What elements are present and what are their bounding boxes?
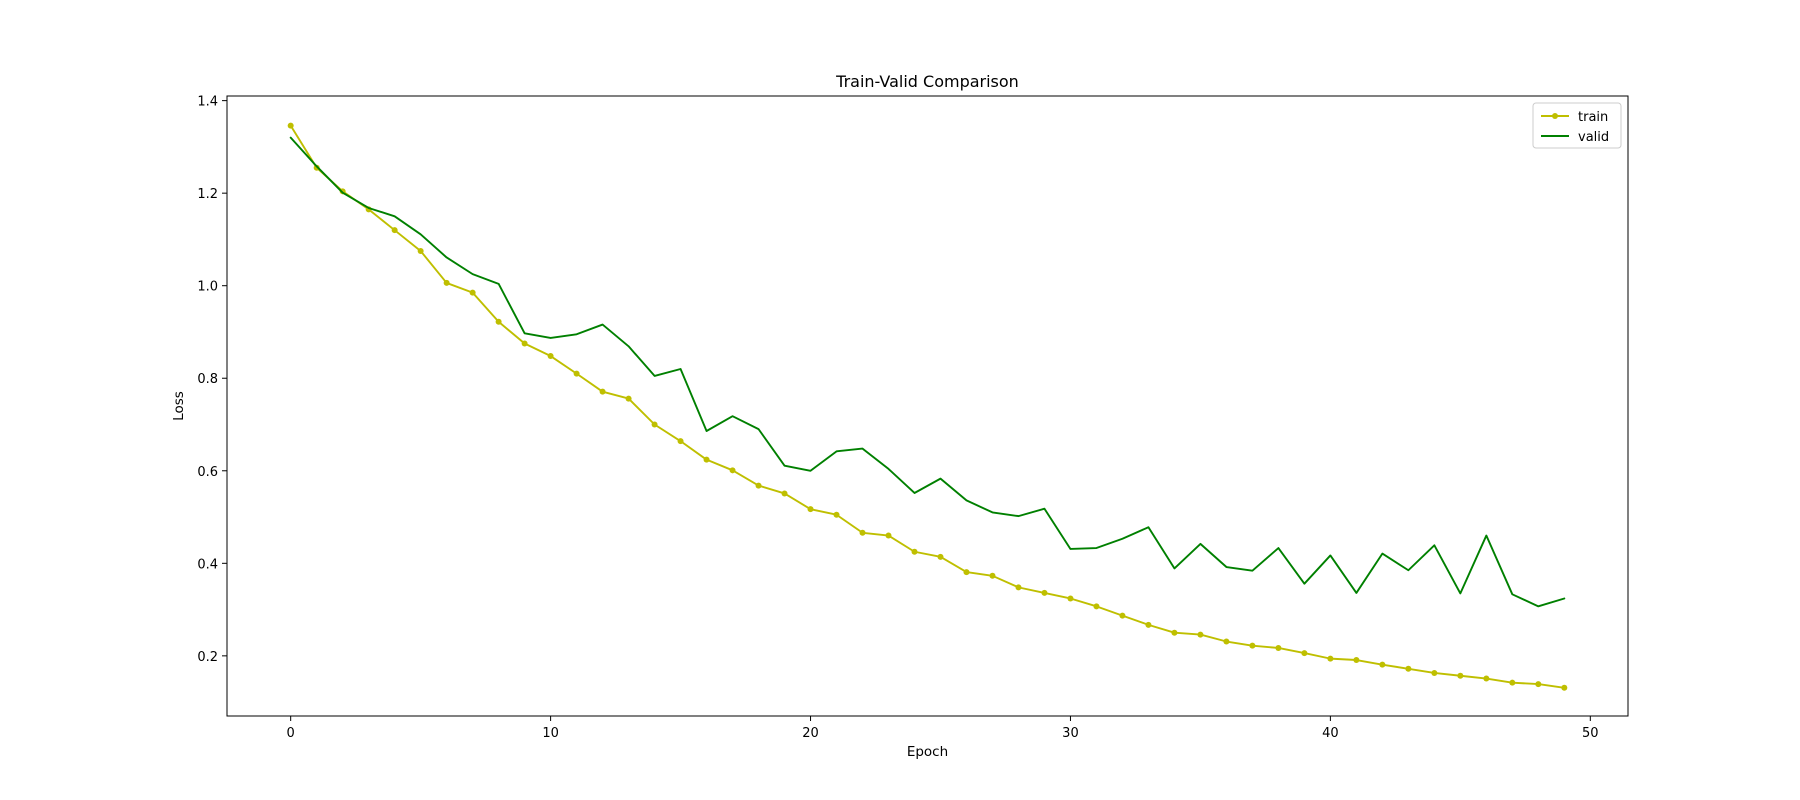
train-point [1171,629,1178,636]
legend-marker-train [1552,113,1558,119]
train-point [937,553,944,560]
train-point [963,569,970,576]
train-point [1041,589,1048,596]
x-tick-label: 0 [287,726,295,741]
plot-frame [226,95,1629,717]
train-point [521,340,528,347]
valid-line [289,136,1566,608]
y-tick-label: 0.4 [197,557,218,572]
y-tick-label: 0.6 [197,465,218,480]
train-point [443,279,450,286]
y-tick-label: 0.2 [197,650,218,665]
train-point [1535,681,1542,688]
train-point [703,456,710,463]
train-point [625,395,632,402]
train-point [1015,584,1022,591]
train-point [1431,669,1438,676]
y-axis: 0.2 0.4 0.6 0.8 1.0 1.2 1.4 [197,95,227,665]
series-valid [289,136,1566,608]
x-tick-label: 30 [1062,726,1079,741]
x-axis-title: Epoch [907,744,948,760]
x-tick-label: 50 [1582,726,1599,741]
train-point [1457,672,1464,679]
y-tick-label: 0.8 [197,372,218,387]
series-train [287,122,1568,691]
x-tick-label: 10 [542,726,559,741]
legend-entry-train: train [1541,110,1608,125]
train-line [289,124,1566,689]
x-tick-label: 20 [802,726,819,741]
train-point [1093,603,1100,610]
train-point [1379,661,1386,668]
train-point [599,388,606,395]
train-point [1223,638,1230,645]
train-point [417,248,424,254]
train-point [469,289,476,296]
train-point [573,370,580,377]
train-point [989,572,996,579]
x-axis: 0 10 20 30 40 50 [287,716,1599,741]
train-point [651,421,658,428]
legend: train valid [1532,102,1622,149]
train-point [1119,612,1126,619]
train-point [495,318,502,325]
train-point [677,438,684,445]
train-point [911,548,918,555]
train-point [547,353,554,360]
train-point [1327,655,1334,662]
train-point [859,529,866,536]
y-tick-label: 1.4 [197,95,218,110]
train-point [1405,665,1412,672]
train-point [391,227,398,234]
train-point [1301,650,1308,657]
train-point [1275,644,1282,651]
y-axis-title: Loss [171,391,187,421]
x-tick-label: 40 [1322,726,1339,741]
train-point [1067,595,1074,602]
train-point [729,467,736,474]
train-point [1483,675,1490,682]
train-point [807,506,814,513]
train-point [287,122,294,129]
train-point [833,511,840,518]
train-point [885,532,892,539]
y-tick-label: 1.2 [197,187,218,202]
train-point [1353,657,1360,664]
legend-label-train: train [1578,110,1608,125]
train-point [1561,684,1568,691]
legend-label-valid: valid [1578,130,1609,145]
y-tick-label: 1.0 [197,280,218,295]
train-point [1249,642,1256,649]
legend-entry-valid: valid [1541,130,1609,145]
train-point [1509,679,1516,686]
train-point [1145,621,1152,628]
train-point [313,164,320,171]
chart-title: Train-Valid Comparison [835,72,1019,91]
train-point [1197,631,1204,638]
series-layer [287,122,1568,691]
train-point [781,490,788,497]
train-point [755,482,762,489]
